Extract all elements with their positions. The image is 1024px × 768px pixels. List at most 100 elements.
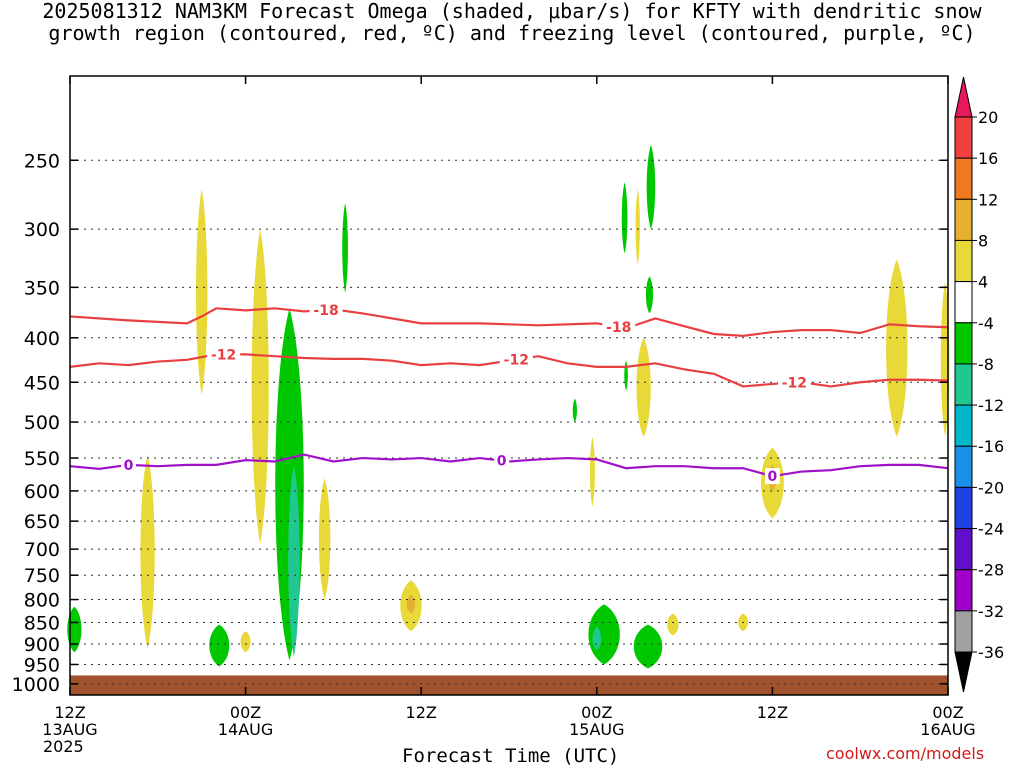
x-axis-label: Forecast Time (UTC) (402, 745, 620, 767)
colorbar-label-10: -24 (978, 520, 1004, 539)
x-tick-label-1-1: 14AUG (218, 720, 273, 739)
plot-frame (69, 75, 949, 696)
omega-cell-5 (318, 478, 331, 600)
plot-border (69, 75, 949, 696)
x-tick-label-5-1: 16AUG (920, 720, 975, 739)
omega-cell-0 (195, 189, 208, 395)
colorbar-box-3 (954, 239, 973, 283)
omega-cell-6 (342, 203, 348, 293)
colorbar-label-11: -28 (978, 561, 1004, 580)
contour-label-2-2: 0 (768, 469, 778, 485)
x-tick-label-3-0: 00Z (581, 703, 612, 722)
y-tick-label-300: 300 (24, 219, 60, 241)
x-tick-label-0-0: 12Z (54, 703, 85, 722)
colorbar-top-arrow (954, 76, 973, 118)
contour-label-2-0: 0 (124, 458, 134, 474)
omega-cell-13 (572, 398, 577, 423)
omega-cell-2 (140, 454, 155, 649)
omega-cell-12 (589, 436, 595, 507)
omega-cell-9 (67, 606, 82, 653)
colorbar-box-9 (954, 486, 973, 530)
contour-label-bg-2-0 (121, 456, 137, 473)
omega-cell-7 (209, 624, 230, 667)
contour-label-bg-2-2 (764, 468, 780, 485)
y-tick-label-1000: 1000 (12, 674, 60, 696)
chart-title-line-2: growth region (contoured, red, ºC) and f… (48, 21, 976, 45)
x-tick-label-0-1: 13AUG (42, 720, 97, 739)
contour-label-bg-0-1 (602, 319, 636, 336)
y-tick-label-750: 750 (24, 565, 60, 587)
omega-cell-15 (592, 626, 602, 651)
colorbar-box-7 (954, 404, 973, 447)
ground-band (70, 675, 948, 695)
contour-label-0-0: -18 (313, 303, 338, 319)
omega-cell-23 (667, 613, 679, 636)
omega-cell-22 (633, 624, 663, 669)
y-tick-label-650: 650 (24, 511, 60, 533)
colorbar-label-13: -36 (978, 643, 1004, 662)
omega-cell-4 (288, 464, 300, 657)
y-tick-label-800: 800 (24, 590, 60, 612)
omega-cell-27 (886, 259, 908, 437)
x-tick-label-0-2: 2025 (43, 737, 84, 756)
omega-colorbar: 20 16 12 8 4 -4 -8 -12 -16 -20 -24 -28 -32 -36 (954, 76, 1004, 693)
contour-line-0 (69, 307, 949, 337)
contour-label-bg-1-2 (777, 374, 811, 391)
colorbar-label-1: 16 (978, 149, 998, 168)
omega-cell-20 (636, 337, 651, 437)
y-tick-label-350: 350 (24, 277, 60, 299)
omega-cell-1 (251, 229, 269, 544)
colorbar-label-5: -4 (978, 314, 994, 333)
contour-label-0-1: -18 (606, 320, 631, 336)
omega-cell-28 (940, 281, 950, 437)
colorbar-label-3: 8 (978, 231, 988, 250)
y-tick-label-400: 400 (24, 328, 60, 350)
y-tick-label-550: 550 (24, 448, 60, 470)
omega-cell-17 (635, 189, 640, 266)
x-tick-label-4-0: 12Z (757, 703, 788, 722)
contour-label-bg-1-0 (207, 346, 241, 363)
colorbar-label-2: 12 (978, 190, 998, 209)
colorbar-box-4 (954, 281, 973, 324)
colorbar-box-5 (954, 322, 973, 365)
colorbar-box-0 (954, 116, 973, 159)
colorbar-box-6 (954, 363, 973, 406)
contour-label-1-2: -12 (782, 376, 807, 392)
contour-label-2-1: 0 (497, 454, 507, 470)
chart-title: 2025081312 NAM3KM Forecast Omega (shaded… (0, 0, 1024, 44)
colorbar-label-9: -20 (978, 478, 1004, 497)
y-tick-label-600: 600 (24, 481, 60, 503)
x-tick-label-2-0: 12Z (406, 703, 437, 722)
omega-cell-18 (646, 144, 656, 230)
colorbar-label-12: -32 (978, 602, 1004, 621)
temperature-contours: -18 -18 -12 -12 -12 0 0 0 (69, 301, 949, 485)
colorbar-box-1 (954, 157, 973, 200)
x-tick-label-3-1: 15AUG (569, 720, 624, 739)
y-tick-label-450: 450 (24, 372, 60, 394)
y-tick-label-900: 900 (24, 634, 60, 656)
x-tick-label-5-0: 00Z (932, 703, 963, 722)
colorbar-box-10 (954, 528, 973, 571)
contour-label-bg-1-1 (499, 351, 533, 368)
x-tick-label-1-0: 00Z (230, 703, 261, 722)
colorbar-box-2 (954, 198, 973, 241)
y-tick-label-700: 700 (24, 539, 60, 561)
colorbar-bottom-arrow (954, 651, 973, 693)
contour-label-1-0: -12 (211, 347, 236, 363)
omega-shading (67, 144, 950, 669)
colorbar-label-0: 20 (978, 108, 998, 127)
colorbar-label-6: -8 (978, 355, 994, 374)
omega-cell-16 (621, 182, 628, 254)
site-credit: coolwx.com/models (826, 744, 985, 763)
y-tick-label-250: 250 (24, 150, 60, 172)
ground-layer (70, 675, 948, 695)
chart-title-line-1: 2025081312 NAM3KM Forecast Omega (shaded… (42, 0, 982, 23)
y-tick-label-850: 850 (24, 612, 60, 634)
contour-label-bg-0-0 (309, 301, 343, 318)
contour-label-bg-2-1 (494, 452, 510, 469)
omega-cell-19 (645, 276, 654, 314)
y-axis-ticks: 2503003504004505005506006507007508008509… (12, 150, 948, 696)
colorbar-label-7: -12 (978, 396, 1004, 415)
